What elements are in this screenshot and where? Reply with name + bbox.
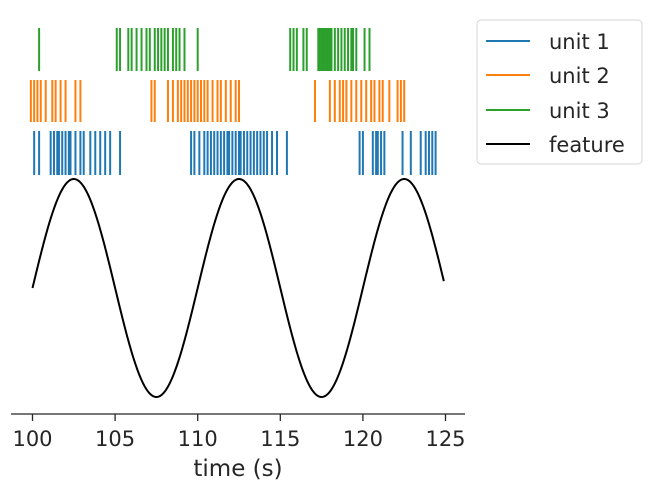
legend-label: feature	[549, 133, 625, 157]
feature-line	[31, 177, 445, 399]
legend-label: unit 2	[549, 64, 610, 88]
x-ticks: 100 105 110 115 120 125	[12, 414, 466, 451]
legend-entry-unit-3: unit 3	[486, 99, 610, 123]
legend-entry-unit-2: unit 2	[486, 64, 610, 88]
spike-rasters	[29, 28, 437, 175]
legend-label: unit 1	[549, 30, 610, 54]
raster-unit-3	[38, 28, 371, 71]
x-tick-label: 125	[425, 427, 465, 451]
x-axis: 100 105 110 115 120 125 time (s)	[11, 413, 466, 482]
legend: unit 1 unit 2 unit 3 feature	[476, 19, 643, 165]
legend-frame	[476, 19, 643, 165]
legend-label: unit 3	[549, 99, 610, 123]
legend-entry-feature: feature	[486, 133, 625, 157]
x-tick-label: 110	[178, 427, 218, 451]
x-tick-label: 120	[343, 427, 383, 451]
raster-unit-2	[29, 80, 406, 122]
x-tick-label: 105	[95, 427, 135, 451]
x-axis-label: time (s)	[193, 456, 282, 482]
legend-entry-unit-1: unit 1	[486, 30, 610, 54]
x-tick-label: 115	[260, 427, 300, 451]
x-tick-label: 100	[12, 427, 52, 451]
raster-unit-1	[33, 131, 437, 175]
